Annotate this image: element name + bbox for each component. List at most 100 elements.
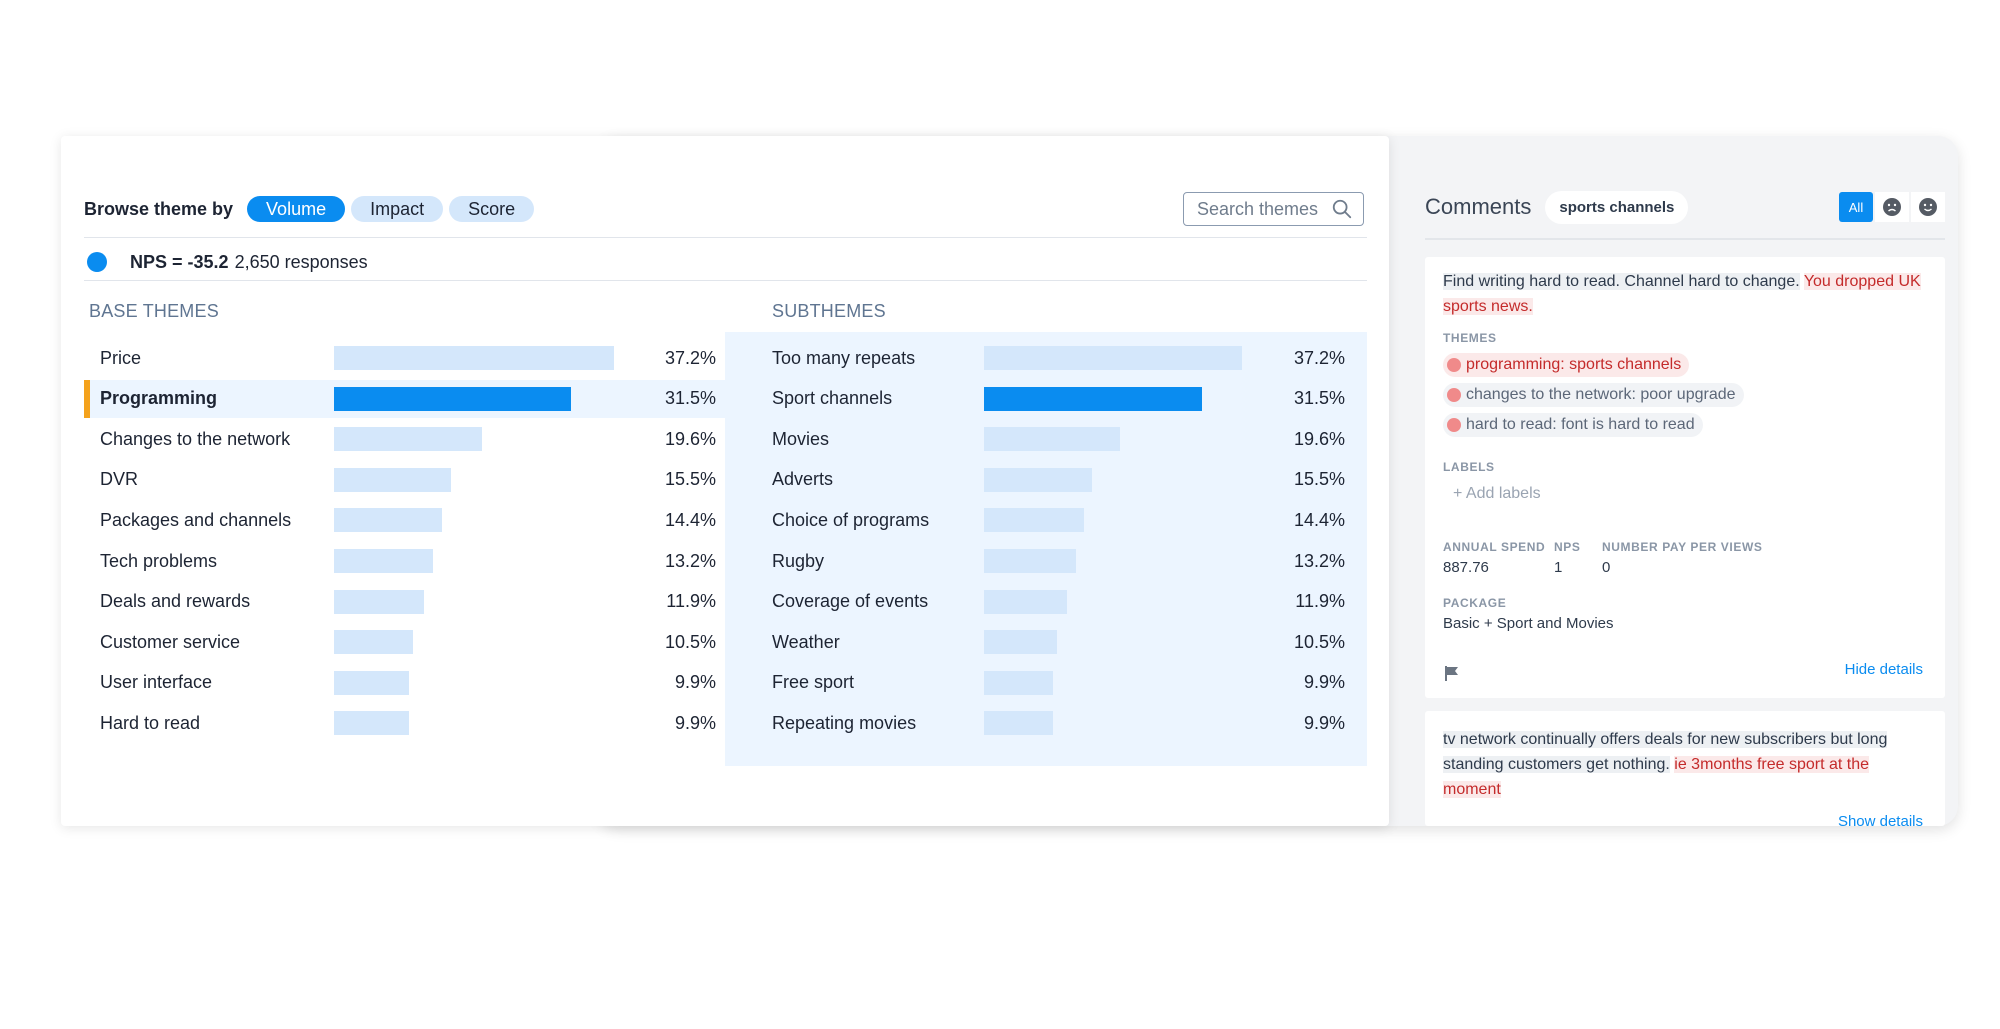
comment-card: tv network continually offers deals for …: [1425, 711, 1945, 826]
browse-label: Browse theme by: [84, 198, 234, 219]
theme-label: Adverts: [772, 469, 834, 490]
theme-bar: [984, 549, 1076, 573]
filter-negative-button[interactable]: [1875, 192, 1909, 222]
nps-responses: 2,650 responses: [234, 251, 368, 272]
theme-percentage: 11.9%: [1295, 591, 1345, 612]
bar-track: [334, 508, 614, 533]
theme-row[interactable]: Changes to the network 19.6%: [84, 420, 725, 458]
theme-row[interactable]: Packages and channels 14.4%: [84, 501, 725, 539]
theme-label: User interface: [100, 672, 213, 693]
theme-row[interactable]: Rugby 13.2%: [725, 542, 1367, 580]
theme-percentage: 31.5%: [1293, 388, 1345, 409]
bar-track: [984, 630, 1242, 655]
theme-row[interactable]: Repeating movies 9.9%: [725, 704, 1367, 742]
theme-bar: [984, 427, 1120, 452]
comments-header: Comments sports channels All: [1425, 190, 1945, 224]
theme-label: Too many repeats: [772, 347, 916, 368]
bar-track: [334, 427, 614, 452]
bar-track: [334, 346, 614, 370]
tab-volume[interactable]: Volume: [247, 196, 346, 222]
sad-face-icon: [1883, 198, 1901, 216]
theme-row[interactable]: Programming 31.5%: [84, 379, 725, 418]
bar-track: [984, 467, 1242, 492]
comment-text: tv network continually offers deals for …: [1443, 727, 1931, 802]
flag-icon[interactable]: [1443, 664, 1461, 682]
comments-title: Comments: [1425, 194, 1532, 219]
comment-theme-tag[interactable]: programming: sports channels: [1443, 353, 1690, 377]
theme-bar: [334, 630, 414, 655]
theme-label: Free sport: [772, 672, 855, 693]
bar-track: [984, 508, 1242, 533]
theme-row[interactable]: Sport channels 31.5%: [725, 380, 1367, 418]
theme-label: Weather: [772, 631, 840, 652]
theme-percentage: 13.2%: [1293, 550, 1345, 571]
theme-percentage: 15.5%: [664, 469, 716, 490]
theme-percentage: 10.5%: [664, 631, 716, 652]
theme-row[interactable]: DVR 15.5%: [84, 461, 725, 499]
theme-percentage: 15.5%: [1293, 469, 1345, 490]
theme-label: Price: [100, 347, 142, 368]
theme-percentage: 14.4%: [664, 509, 716, 530]
meta-label: ANNUAL SPEND: [1443, 540, 1546, 554]
tab-impact[interactable]: Impact: [351, 196, 444, 222]
theme-bar: [984, 346, 1242, 370]
theme-label: Tech problems: [100, 550, 218, 571]
theme-row[interactable]: Customer service 10.5%: [84, 623, 725, 661]
theme-bar: [334, 670, 409, 695]
theme-row[interactable]: Free sport 9.9%: [725, 664, 1367, 702]
add-labels-button[interactable]: + Add labels: [1453, 485, 1541, 502]
filter-all-button[interactable]: All: [1839, 192, 1873, 222]
selection-marker: [84, 379, 90, 418]
theme-row[interactable]: User interface 9.9%: [84, 664, 725, 702]
theme-percentage: 11.9%: [666, 591, 716, 612]
comment-theme-tag[interactable]: changes to the network: poor upgrade: [1443, 383, 1744, 407]
theme-bar: [334, 508, 443, 533]
nps-summary: NPS = -35.2 2,650 responses: [84, 248, 368, 276]
theme-bar: [984, 589, 1067, 614]
sad-face-icon: [1447, 388, 1461, 402]
filter-positive-button[interactable]: [1911, 192, 1945, 222]
theme-percentage: 37.2%: [664, 347, 716, 368]
sad-face-icon: [1447, 358, 1461, 372]
hide-details-link[interactable]: Hide details: [1844, 661, 1923, 678]
bar-track: [334, 670, 614, 695]
theme-percentage: 9.9%: [674, 712, 716, 733]
theme-row[interactable]: Deals and rewards 11.9%: [84, 583, 725, 621]
bar-track: [984, 346, 1242, 370]
theme-percentage: 9.9%: [1303, 712, 1345, 733]
package-value: Basic + Sport and Movies: [1443, 615, 1614, 632]
bar-track: [334, 386, 614, 411]
bar-track: [334, 711, 614, 736]
theme-percentage: 31.5%: [664, 388, 716, 409]
theme-label: Movies: [772, 428, 830, 449]
theme-percentage: 9.9%: [674, 672, 716, 693]
search-placeholder: Search themes: [1197, 198, 1319, 219]
bar-track: [984, 670, 1242, 695]
search-input[interactable]: Search themes: [1183, 192, 1364, 226]
theme-row[interactable]: Too many repeats 37.2%: [725, 339, 1367, 377]
theme-row[interactable]: Tech problems 13.2%: [84, 542, 725, 580]
theme-percentage: 9.9%: [1303, 672, 1345, 693]
theme-percentage: 14.4%: [1293, 509, 1345, 530]
bar-track: [334, 549, 614, 573]
theme-row[interactable]: Hard to read 9.9%: [84, 704, 725, 742]
theme-bar: [334, 427, 482, 452]
theme-bar: [984, 711, 1053, 736]
theme-bar: [984, 508, 1084, 533]
bar-track: [334, 589, 614, 614]
theme-row[interactable]: Movies 19.6%: [725, 420, 1367, 458]
theme-row[interactable]: Price 37.2%: [84, 339, 725, 377]
meta-value: 0: [1602, 559, 1611, 576]
theme-bar: [334, 711, 409, 736]
comment-theme-tag[interactable]: hard to read: font is hard to read: [1443, 413, 1703, 437]
sad-face-icon: [1447, 418, 1461, 432]
theme-row[interactable]: Weather 10.5%: [725, 623, 1367, 661]
theme-row[interactable]: Coverage of events 11.9%: [725, 583, 1367, 621]
theme-bar: [334, 346, 614, 370]
topic-chip[interactable]: sports channels: [1545, 190, 1689, 224]
show-details-link[interactable]: Show details: [1837, 813, 1923, 826]
theme-row[interactable]: Adverts 15.5%: [725, 461, 1367, 499]
comment-plain-text: Find writing hard to read. Channel hard …: [1443, 273, 1800, 290]
tab-score[interactable]: Score: [449, 196, 535, 222]
theme-row[interactable]: Choice of programs 14.4%: [725, 501, 1367, 539]
